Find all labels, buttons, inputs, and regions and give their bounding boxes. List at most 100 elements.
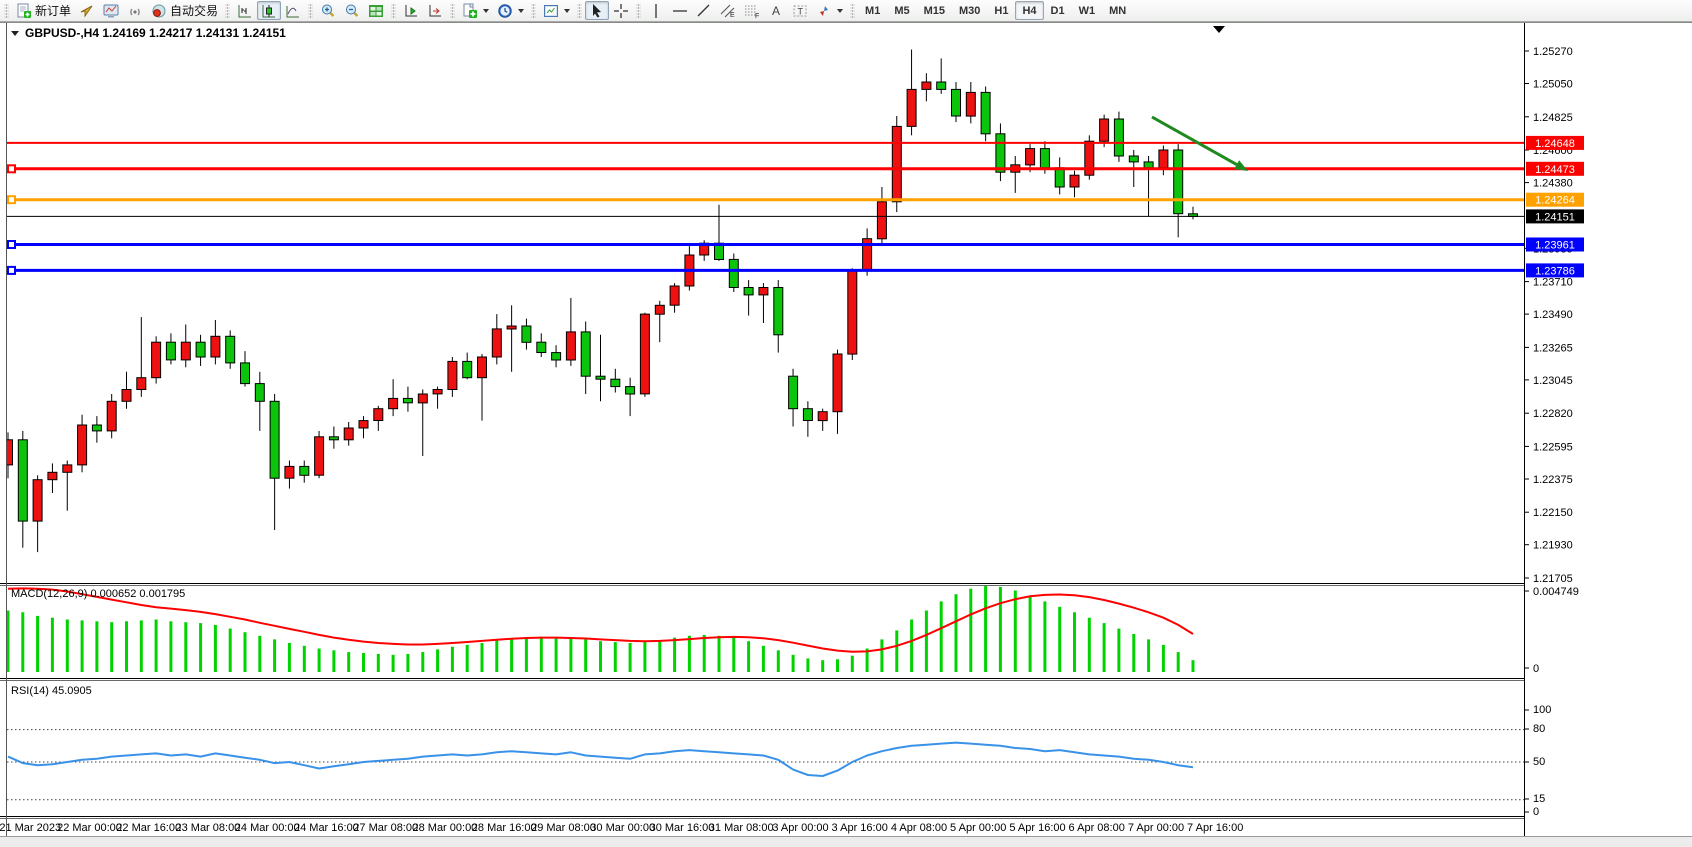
rsi-panel: RSI(14) 45.0905 <box>7 685 1524 801</box>
macd-label: MACD(12,26,9) 0.000652 0.001795 <box>11 588 185 600</box>
vline-icon <box>648 3 664 19</box>
text-tool-button[interactable]: A <box>764 1 788 20</box>
price-badge: 1.24473 <box>1526 161 1584 176</box>
new-order-button[interactable]: 新订单 <box>12 1 75 20</box>
chart-title: GBPUSD-,H4 1.24169 1.24217 1.24131 1.241… <box>11 26 286 40</box>
data-window-button[interactable] <box>99 1 123 20</box>
chart-pointer-button[interactable] <box>75 1 99 20</box>
svg-text:1.24151: 1.24151 <box>1535 211 1575 223</box>
axes-shift-icon <box>427 3 443 19</box>
line-anchor-handle[interactable] <box>7 240 16 249</box>
chevron-down-icon[interactable] <box>837 9 844 16</box>
price-badge: 1.23961 <box>1526 237 1584 252</box>
timeframe-button-w1[interactable]: W1 <box>1072 1 1103 20</box>
vertical-line-tool-button[interactable] <box>644 1 668 20</box>
template-button[interactable] <box>539 1 574 20</box>
hline-icon <box>672 3 688 19</box>
svg-text:22 Mar 00:00: 22 Mar 00:00 <box>57 822 122 834</box>
cursor-tool-button[interactable] <box>585 1 610 20</box>
line-anchor-handle[interactable] <box>7 265 16 275</box>
cursor-icon <box>589 3 605 19</box>
channel-tool-button[interactable]: E <box>716 1 740 20</box>
chart-area[interactable]: MACD(12,26,9) 0.000652 0.001795 RSI(14) 4… <box>0 22 1692 847</box>
fibonacci-tool-button[interactable]: F <box>740 1 764 20</box>
svg-text:1.22820: 1.22820 <box>1533 408 1573 420</box>
tile-windows-button[interactable] <box>364 1 388 20</box>
horizontal-line-tool-button[interactable] <box>668 1 692 20</box>
new-chart-button[interactable] <box>458 1 493 20</box>
label-tool-button[interactable]: T <box>788 1 812 20</box>
period-button[interactable] <box>493 1 528 20</box>
svg-text:24 Mar 00:00: 24 Mar 00:00 <box>235 822 300 834</box>
horizontal-level-lines[interactable] <box>7 141 1524 275</box>
svg-text:3 Apr 16:00: 3 Apr 16:00 <box>832 822 888 834</box>
status-strip <box>0 837 1692 847</box>
line-anchor-handle[interactable] <box>7 195 16 205</box>
price-scale[interactable]: 1.252701.250501.248251.246001.243801.239… <box>1524 23 1692 836</box>
timeframe-button-d1[interactable]: D1 <box>1044 1 1072 20</box>
svg-text:7 Apr 16:00: 7 Apr 16:00 <box>1187 822 1243 834</box>
channel-icon: E <box>720 3 736 19</box>
chevron-down-icon[interactable] <box>564 9 571 16</box>
zoom-in-button[interactable] <box>316 1 340 20</box>
timeframe-button-m30[interactable]: M30 <box>952 1 987 20</box>
market-signal-button[interactable] <box>123 1 147 20</box>
line-anchor-handle[interactable] <box>7 164 16 174</box>
autotrading-button-label: 自动交易 <box>170 4 219 18</box>
svg-text:1.24825: 1.24825 <box>1533 112 1573 124</box>
doc-plus-icon <box>462 3 478 19</box>
svg-text:1.24380: 1.24380 <box>1533 178 1573 190</box>
trendline-tool-button[interactable] <box>692 1 716 20</box>
chevron-down-icon[interactable] <box>483 9 490 16</box>
chevron-down-icon[interactable] <box>518 9 525 16</box>
toolbar-group <box>447 0 528 22</box>
toolbar-separator <box>850 3 856 18</box>
timeframe-button-h4[interactable]: H4 <box>1015 1 1044 20</box>
timeframe-button-m1[interactable]: M1 <box>858 1 887 20</box>
clock-icon <box>497 3 513 19</box>
new-order-button-label: 新订单 <box>35 4 72 18</box>
chart-shift-marker-icon[interactable] <box>1213 26 1225 33</box>
chart-shift-button[interactable] <box>423 1 447 20</box>
tiles-icon <box>368 3 384 19</box>
label-t-icon: T <box>792 3 808 19</box>
toolbar-group <box>528 0 574 22</box>
toolbar-separator <box>577 3 583 18</box>
price-badge: 1.24648 <box>1526 135 1584 150</box>
auto-scroll-button[interactable] <box>399 1 423 20</box>
crosshair-tool-button[interactable] <box>609 1 633 20</box>
svg-text:1.21930: 1.21930 <box>1533 540 1573 552</box>
svg-text:F: F <box>755 13 759 19</box>
arrows-tool-button[interactable] <box>812 1 847 20</box>
svg-text:50: 50 <box>1533 756 1545 768</box>
svg-text:1.25270: 1.25270 <box>1533 46 1573 58</box>
candlestick-series <box>7 49 1198 553</box>
candlestick-mode-button[interactable] <box>257 1 282 20</box>
autotrading-button[interactable]: 自动交易 <box>147 1 222 20</box>
tline-icon <box>696 3 712 19</box>
svg-text:1.23786: 1.23786 <box>1535 265 1575 277</box>
svg-text:22 Mar 16:00: 22 Mar 16:00 <box>116 822 181 834</box>
gold-cursor-icon <box>79 3 95 19</box>
gbpusd-h4-chart[interactable]: MACD(12,26,9) 0.000652 0.001795 RSI(14) 4… <box>0 22 1692 847</box>
timeframe-button-h1[interactable]: H1 <box>987 1 1015 20</box>
timeframe-button-m15[interactable]: M15 <box>917 1 952 20</box>
svg-text:5 Apr 16:00: 5 Apr 16:00 <box>1009 822 1065 834</box>
rsi-label: RSI(14) 45.0905 <box>11 685 92 697</box>
macd-signal-line <box>7 587 1194 653</box>
timeframe-button-mn[interactable]: MN <box>1102 1 1133 20</box>
svg-text:1.22375: 1.22375 <box>1533 474 1573 486</box>
title-collapse-icon[interactable] <box>11 31 19 36</box>
timeframe-button-m5[interactable]: M5 <box>887 1 916 20</box>
zoom-out-button[interactable] <box>340 1 364 20</box>
svg-text:28 Mar 00:00: 28 Mar 00:00 <box>412 822 477 834</box>
crosshair-icon <box>613 3 629 19</box>
line-chart-mode-button[interactable] <box>281 1 305 20</box>
main-toolbar: 新订单 自动交易 E F A T M1 M5 M15 M30 H1 H4 D1 W1 MN <box>0 0 1692 22</box>
svg-text:1.22150: 1.22150 <box>1533 507 1573 519</box>
trend-arrow-annotation[interactable] <box>1151 115 1248 171</box>
bar-chart-mode-button[interactable] <box>233 1 257 20</box>
